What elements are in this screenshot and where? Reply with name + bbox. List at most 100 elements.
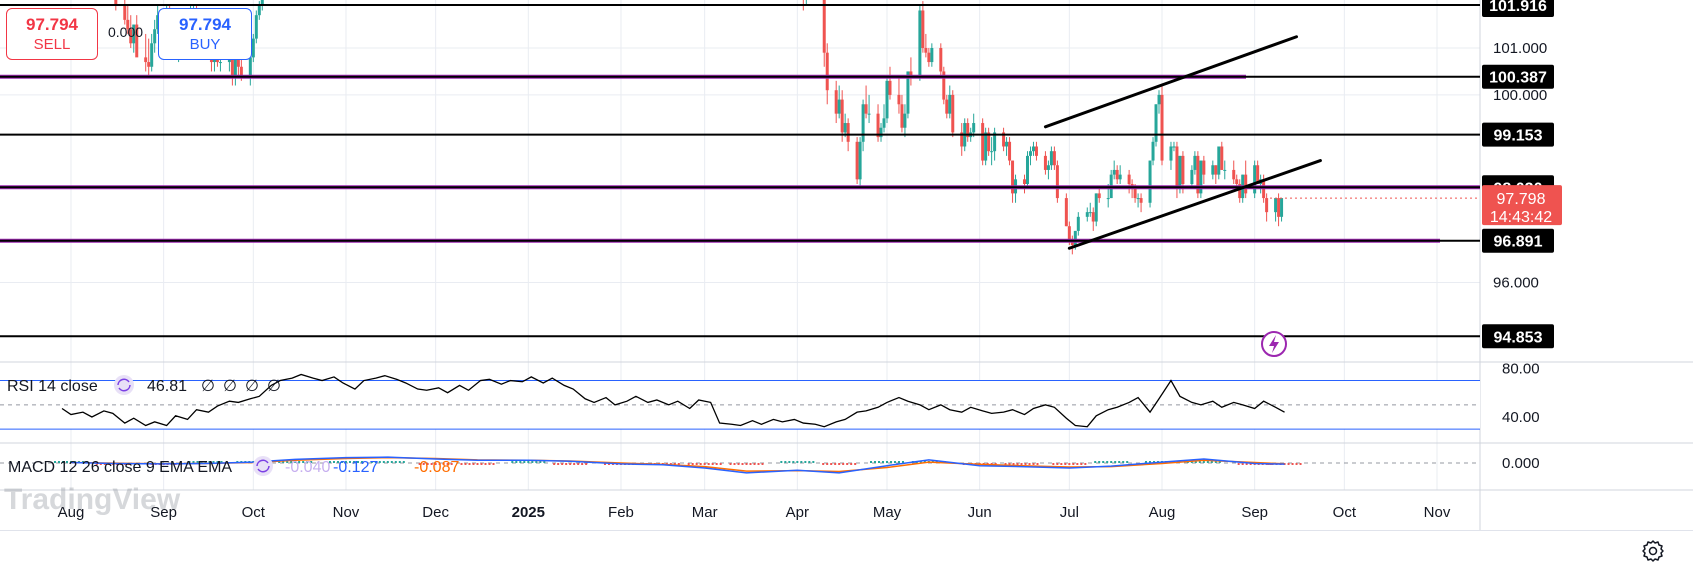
sync-icon <box>114 375 134 395</box>
macd-histogram-bar <box>476 463 479 465</box>
macd-histogram-bar <box>61 461 64 463</box>
buy-label: BUY <box>189 36 221 53</box>
macd-histogram-bar <box>464 463 467 465</box>
candle-body <box>1097 193 1101 199</box>
macd-histogram-bar <box>561 463 564 465</box>
candle-body <box>903 113 907 128</box>
sell-label: SELL <box>33 36 71 53</box>
macd-histogram-bar <box>695 463 698 465</box>
macd-histogram-bar <box>1080 463 1083 465</box>
candle-body <box>1008 141 1012 161</box>
candle-body <box>930 48 934 63</box>
candle-body <box>1256 165 1260 185</box>
macd-histogram-bar <box>450 463 453 465</box>
macd-histogram-bar <box>290 461 293 463</box>
level-price-label: 96.891 <box>1494 234 1543 251</box>
macd-histogram-bar <box>519 461 522 463</box>
macd-histogram-bar <box>707 463 710 465</box>
flash-icon-bolt <box>1269 335 1279 353</box>
macd-histogram-bar <box>1020 463 1023 465</box>
macd-histogram-bar <box>1249 463 1252 465</box>
time-axis-label: Feb <box>608 504 634 521</box>
macd-histogram-bar <box>1052 463 1055 465</box>
macd-value: -0.087 <box>414 459 459 476</box>
sync-icon <box>117 378 131 392</box>
candle-body <box>1217 146 1221 175</box>
macd-line <box>70 456 1285 474</box>
macd-histogram-bar <box>711 463 714 465</box>
macd-histogram-bar <box>216 461 219 463</box>
horizontal-levels[interactable] <box>0 4 1480 338</box>
macd-histogram-bar <box>212 461 215 463</box>
candle-body <box>1181 155 1185 185</box>
candle-body <box>129 29 133 44</box>
time-axis-label: Nov <box>333 504 360 521</box>
candle-body <box>879 127 883 138</box>
macd-histogram-bar <box>581 463 584 465</box>
macd-histogram-bar <box>603 463 606 465</box>
indicator-legends: RSI 14 close 46.81 ∅ ∅ ∅ ∅ MACD 12 26 close 9 … <box>7 375 459 476</box>
macd-histogram-bar <box>757 463 760 465</box>
macd-histogram-bar <box>378 461 381 463</box>
macd-histogram-bar <box>703 463 706 465</box>
macd-histogram-bar <box>460 463 463 465</box>
candle-body <box>972 123 976 133</box>
macd-histogram-bar <box>535 461 538 463</box>
macd-histogram-bar <box>306 461 309 463</box>
gear-icon[interactable] <box>1640 538 1666 564</box>
macd-histogram-bar <box>1194 461 1197 463</box>
candle-body <box>1199 160 1203 194</box>
candle-body <box>1025 155 1029 185</box>
level-price-label: 94.853 <box>1494 329 1543 346</box>
candle-body <box>960 132 964 147</box>
rsi-placeholder: ∅ <box>245 378 259 395</box>
candle-body <box>1235 179 1239 185</box>
rsi-tick-label: 80.00 <box>1502 360 1540 377</box>
macd-histogram-bar <box>360 461 363 463</box>
candle-body <box>855 141 859 180</box>
candle-body <box>1023 179 1027 185</box>
macd-histogram-bar <box>749 463 752 465</box>
candle-body <box>837 99 841 114</box>
candle-body <box>1178 155 1182 189</box>
macd-histogram-bar <box>1291 463 1294 465</box>
candle-body <box>1136 198 1140 200</box>
flash-icon[interactable] <box>1261 331 1287 357</box>
macd-histogram-bar <box>1299 463 1302 465</box>
candle-body <box>153 29 157 44</box>
candle-body <box>1055 165 1059 199</box>
macd-histogram-bar <box>492 463 495 465</box>
macd-histogram-bar <box>854 463 857 465</box>
macd-histogram-bar <box>699 463 702 465</box>
macd-histogram-bar <box>886 461 889 463</box>
macd-histogram-bar <box>919 461 922 463</box>
macd-histogram-bar <box>1060 463 1063 465</box>
macd-histogram-bar <box>531 461 534 463</box>
macd-histogram-bar <box>822 463 825 465</box>
candle-body <box>1220 146 1224 170</box>
channel-lines[interactable] <box>1043 35 1322 250</box>
macd-pane <box>0 456 1480 474</box>
sync-icon <box>253 456 273 476</box>
buy-button[interactable]: 97.794 BUY <box>158 8 252 60</box>
macd-histogram-bar <box>1064 463 1067 465</box>
level-price-label: 99.153 <box>1494 128 1543 145</box>
candle-body <box>840 99 844 133</box>
macd-histogram-bar <box>442 463 445 465</box>
macd-histogram-bar <box>422 463 425 465</box>
candle-body <box>1088 212 1092 214</box>
candle-body <box>239 66 243 77</box>
macd-histogram-bar <box>386 461 389 463</box>
candle-body <box>1076 216 1080 231</box>
candle-body <box>888 80 892 95</box>
macd-histogram-bar <box>669 463 672 465</box>
macd-histogram-bar <box>1008 463 1011 465</box>
macd-histogram-bar <box>846 463 849 465</box>
macd-histogram-bar <box>332 461 335 463</box>
macd-histogram-bar <box>200 461 203 463</box>
macd-histogram-bar <box>1094 461 1097 463</box>
sell-button[interactable]: 97.794 SELL <box>6 8 98 60</box>
macd-histogram-bar <box>53 461 56 463</box>
macd-histogram-bar <box>370 461 373 463</box>
